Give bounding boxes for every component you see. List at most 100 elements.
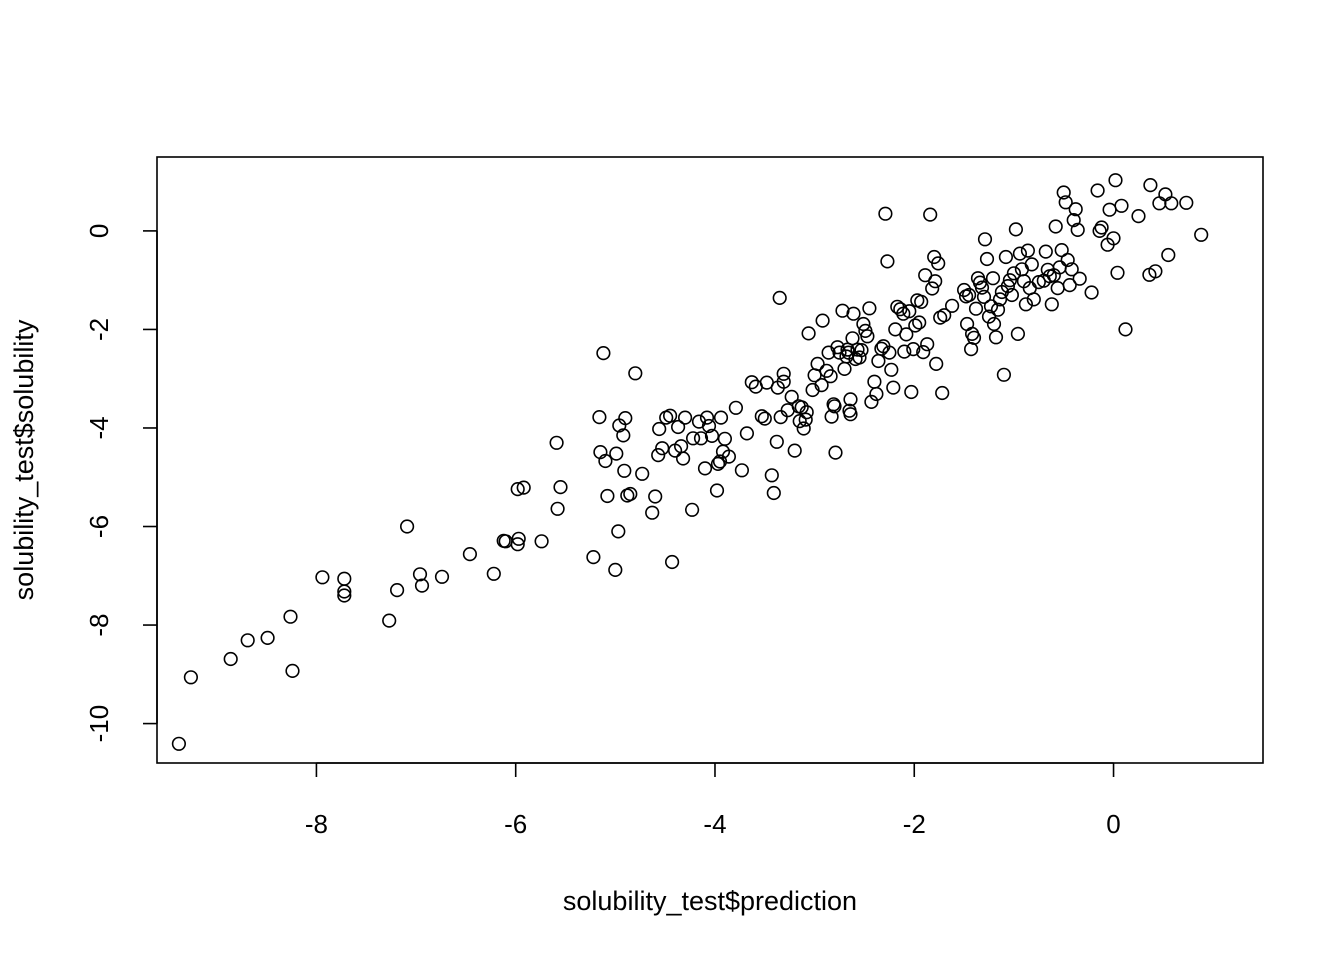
data-point — [796, 421, 811, 436]
data-point — [685, 431, 701, 446]
data-point — [315, 570, 330, 585]
data-point — [878, 206, 893, 221]
data-point — [675, 451, 691, 466]
data-point — [1090, 183, 1105, 198]
data-point — [382, 613, 397, 628]
data-point — [337, 588, 352, 603]
data-point — [664, 554, 680, 570]
data-point — [1118, 322, 1133, 337]
data-point — [979, 251, 995, 267]
data-point — [1102, 202, 1117, 217]
data-point — [1164, 196, 1179, 211]
data-point — [713, 410, 729, 425]
data-point — [699, 410, 715, 425]
data-point — [912, 315, 927, 330]
data-point — [904, 384, 919, 400]
data-point — [744, 375, 759, 390]
x-tick-label: -8 — [305, 809, 328, 839]
data-point — [799, 405, 814, 420]
data-point — [1068, 202, 1083, 217]
data-point — [874, 341, 889, 356]
data-point — [1056, 185, 1071, 200]
y-tick-label: -6 — [84, 515, 114, 538]
data-point — [645, 505, 660, 520]
data-point — [773, 410, 788, 425]
x-axis-title: solubility_test$prediction — [563, 886, 857, 916]
data-point — [1094, 220, 1109, 235]
data-point — [815, 313, 830, 328]
data-point — [648, 489, 663, 504]
data-point — [1058, 195, 1073, 210]
data-point — [1038, 244, 1053, 259]
data-point — [710, 456, 726, 472]
data-point — [684, 502, 700, 517]
data-point — [986, 316, 1002, 332]
data-point — [983, 299, 999, 314]
data-point — [1026, 292, 1041, 307]
data-point — [1066, 213, 1081, 228]
data-point — [854, 343, 869, 358]
data-point — [337, 571, 352, 586]
data-point — [882, 345, 897, 360]
data-point — [810, 356, 825, 372]
data-point — [827, 399, 842, 414]
data-point — [1179, 195, 1194, 210]
data-point — [899, 327, 914, 342]
data-point — [896, 306, 911, 321]
data-point — [609, 446, 624, 461]
data-point — [929, 356, 944, 372]
data-point — [337, 584, 352, 599]
data-point — [1012, 246, 1028, 261]
data-point — [618, 411, 633, 426]
data-point — [628, 366, 643, 381]
data-point — [832, 345, 847, 360]
data-point — [608, 562, 623, 578]
data-point — [434, 569, 450, 584]
data-point — [510, 537, 525, 552]
data-point — [1148, 264, 1163, 279]
data-point — [902, 304, 917, 319]
data-point — [510, 482, 525, 497]
data-point — [856, 316, 871, 332]
data-point — [600, 488, 615, 504]
data-point — [988, 330, 1004, 345]
data-point — [880, 254, 895, 269]
data-point — [635, 466, 650, 481]
data-point — [516, 480, 531, 495]
data-point — [1070, 222, 1085, 237]
data-point — [592, 410, 607, 425]
data-point — [860, 329, 875, 344]
data-point — [961, 287, 977, 303]
data-point — [1060, 252, 1075, 268]
y-axis: -10 -8 -6 -4 -2 0 — [84, 224, 158, 742]
data-point — [981, 309, 997, 324]
data-point — [1006, 266, 1022, 281]
data-point — [935, 385, 950, 401]
data-point — [651, 448, 666, 463]
data-point — [693, 431, 709, 446]
data-point — [1050, 281, 1065, 296]
data-point — [617, 463, 632, 478]
data-point — [956, 282, 972, 298]
data-point — [862, 301, 877, 316]
plot-frame — [156, 156, 1264, 764]
data-point — [662, 408, 678, 423]
data-point — [462, 546, 478, 562]
data-point — [787, 443, 802, 458]
data-point — [1106, 231, 1121, 246]
data-point — [886, 380, 901, 395]
data-point — [486, 566, 501, 581]
x-tick-label: -4 — [703, 809, 726, 839]
data-point — [412, 567, 428, 582]
data-point — [390, 582, 405, 598]
data-point — [1143, 178, 1158, 193]
data-point — [916, 345, 931, 360]
data-point — [623, 486, 638, 502]
y-tick-label: -4 — [84, 416, 114, 439]
data-point — [852, 350, 867, 365]
data-point — [1064, 262, 1079, 277]
data-point — [611, 524, 626, 539]
data-point — [1024, 257, 1039, 272]
data-point — [1092, 223, 1107, 238]
